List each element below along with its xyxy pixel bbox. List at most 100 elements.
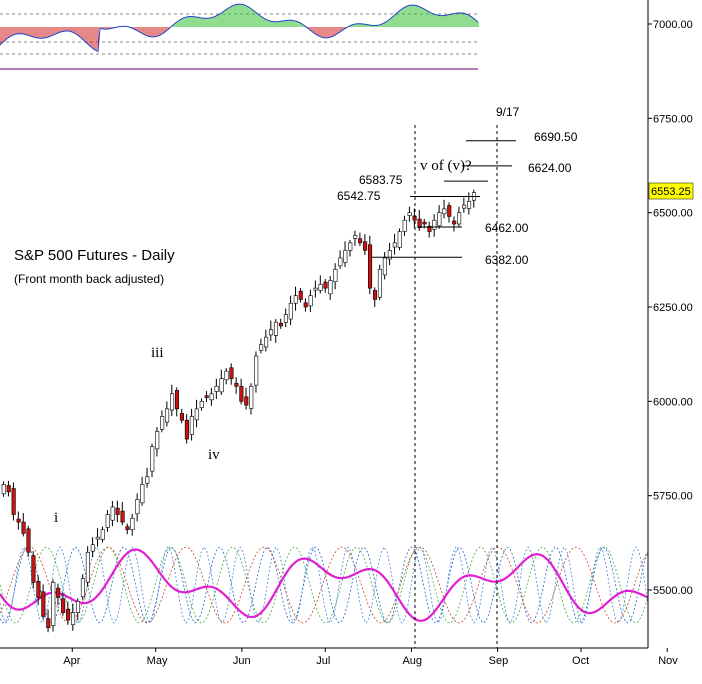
- candle-body: [46, 618, 51, 629]
- level-label-6462: 6462.00: [485, 221, 529, 235]
- candle-body: [457, 212, 462, 225]
- candle-body: [303, 302, 308, 308]
- candle-body: [219, 378, 224, 393]
- candle-body: [283, 314, 288, 323]
- candle-body: [165, 408, 170, 423]
- candle-body: [308, 295, 313, 307]
- candle-body: [80, 578, 85, 598]
- candle-body: [170, 393, 175, 411]
- price-tick-label: 7000.00: [653, 19, 693, 31]
- candle-body: [343, 250, 348, 263]
- time-tick-label: Jun: [233, 655, 251, 667]
- candle-body: [348, 242, 353, 251]
- candle-body: [442, 208, 447, 215]
- level-label-6624: 6624.00: [528, 161, 572, 175]
- candle-body: [204, 395, 209, 398]
- level-lines: [372, 140, 516, 258]
- price-candles: [1, 189, 477, 633]
- last-price-badge: 6553.25: [648, 182, 694, 200]
- candle-body: [90, 544, 95, 552]
- candle-body: [432, 219, 437, 230]
- candle-body: [16, 518, 21, 523]
- candle-body: [353, 235, 358, 239]
- cycle-lines: [0, 546, 649, 624]
- candle-body: [427, 225, 432, 232]
- price-axis: 7000.00 6750.00 6500.00 6250.00 6000.00 5750.…: [648, 19, 693, 597]
- candle-body: [61, 598, 66, 613]
- candle-body: [95, 536, 100, 540]
- candle-body: [234, 382, 239, 387]
- candle-body: [387, 250, 392, 260]
- last-price-label: 6553.25: [651, 186, 691, 198]
- candle-body: [184, 419, 189, 440]
- candle-body: [318, 284, 323, 291]
- candle-body: [417, 218, 422, 229]
- candle-body: [209, 393, 214, 401]
- chart-title: S&P 500 Futures - Daily: [14, 247, 175, 264]
- candle-body: [11, 488, 16, 515]
- candle-body: [189, 416, 194, 435]
- candle-body: [466, 201, 472, 209]
- candle-body: [397, 231, 402, 248]
- candle-body: [452, 220, 457, 225]
- candle-body: [288, 302, 293, 320]
- cycle-line: [0, 546, 649, 624]
- time-axis: Apr May Jun Jul Aug Sep Oct Nov: [63, 648, 678, 667]
- time-tick-label: Jul: [316, 655, 330, 667]
- candle-body: [125, 526, 130, 530]
- price-tick-label: 5750.00: [653, 491, 693, 503]
- time-tick-label: Oct: [572, 655, 589, 667]
- candle-body: [1, 484, 6, 495]
- candle-body: [333, 268, 338, 283]
- candle-body: [110, 506, 115, 521]
- time-tick-label: Nov: [658, 655, 678, 667]
- wave-label-v-of-v: v of (v)?: [420, 158, 472, 174]
- candle-body: [155, 431, 160, 450]
- candle-body: [462, 204, 467, 209]
- candle-body: [120, 510, 125, 523]
- candle-body: [422, 221, 427, 225]
- candle-body: [105, 514, 110, 528]
- candle-body: [328, 280, 333, 295]
- candle-body: [115, 507, 120, 515]
- time-tick-label: Aug: [402, 655, 422, 667]
- candle-body: [75, 601, 81, 613]
- candle-body: [254, 355, 259, 386]
- time-tick-label: May: [147, 655, 168, 667]
- level-label-6690: 6690.50: [534, 130, 578, 144]
- candle-body: [145, 476, 150, 484]
- oscillator-panel: [0, 3, 479, 70]
- candle-body: [338, 257, 343, 267]
- candle-body: [51, 582, 56, 626]
- candle-body: [268, 329, 274, 336]
- candle-body: [41, 591, 46, 617]
- price-tick-label: 6000.00: [653, 396, 693, 408]
- candle-body: [367, 244, 373, 289]
- candle-body: [447, 205, 452, 217]
- cycle-line: [0, 546, 649, 624]
- wave-label-iii: iii: [151, 345, 164, 361]
- candle-body: [31, 555, 36, 583]
- candle-body: [358, 238, 363, 244]
- candle-body: [249, 385, 254, 409]
- candle-body: [402, 219, 407, 232]
- candle-body: [273, 321, 279, 336]
- candle-body: [377, 268, 383, 298]
- candle-body: [244, 396, 249, 406]
- candle-body: [26, 528, 31, 553]
- candle-body: [21, 521, 26, 534]
- price-tick-label: 6750.00: [653, 113, 693, 125]
- cycle-line: [0, 546, 649, 624]
- candle-body: [214, 385, 219, 392]
- candle-body: [239, 385, 244, 402]
- candle-body: [298, 290, 303, 300]
- wave-label-iv: iv: [208, 447, 220, 463]
- time-tick-label: Apr: [63, 655, 80, 667]
- wave-label-i: i: [54, 510, 58, 526]
- chart-subtitle: (Front month back adjusted): [14, 272, 164, 286]
- candle-body: [293, 295, 298, 304]
- candle-body: [437, 212, 442, 227]
- candle-body: [100, 529, 105, 540]
- price-tick-label: 6500.00: [653, 208, 693, 220]
